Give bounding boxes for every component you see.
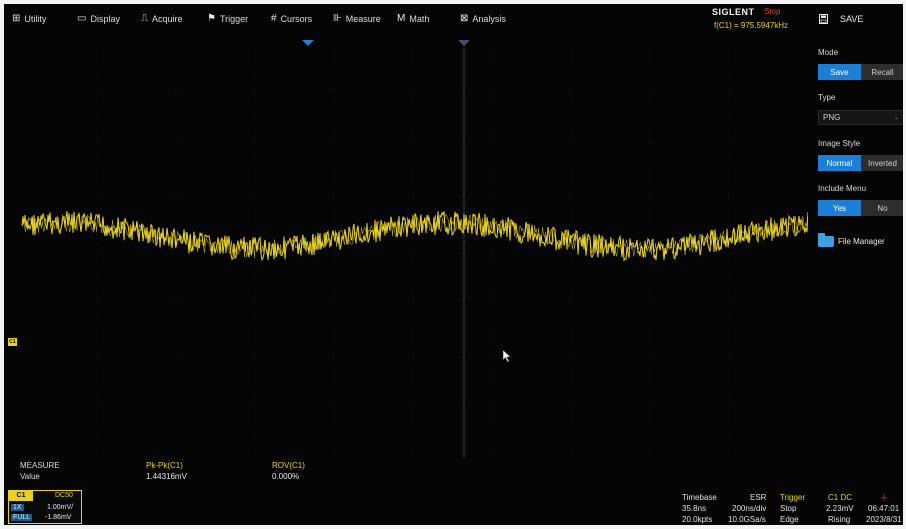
- trigger-position-marker[interactable]: [302, 40, 314, 46]
- trigger-title[interactable]: Trigger: [780, 493, 806, 502]
- measure-pkpk-value: 1.44316mV: [146, 472, 187, 481]
- graticule: [18, 38, 808, 458]
- trigger-type: Edge: [780, 515, 799, 524]
- trigger-slope: Rising: [828, 515, 851, 524]
- measure-panel[interactable]: MEASURE Value Pk-Pk(C1) 1.44316mV ROV(C1…: [20, 459, 420, 489]
- menu-math-label: Math: [409, 13, 430, 24]
- acquire-icon: ⎍: [141, 13, 148, 24]
- image-style-toggle: Normal Inverted: [818, 155, 903, 171]
- channel-1-marker[interactable]: C1: [8, 338, 17, 346]
- trigger-icon: ⚑: [207, 13, 216, 24]
- acquire-mode: ESR: [750, 493, 767, 502]
- measure-pkpk-name: Pk-Pk(C1): [146, 461, 183, 470]
- include-menu-label: Include Menu: [818, 184, 867, 193]
- mode-recall-button[interactable]: Recall: [861, 64, 903, 80]
- menu-cursors[interactable]: # Cursors: [271, 13, 312, 24]
- frequency-readout: f(C1) = 975.5947kHz: [714, 21, 789, 30]
- mode-save-button[interactable]: Save: [818, 64, 861, 80]
- sample-rate: 10.0GSa/s: [728, 515, 766, 524]
- type-select-value: PNG: [823, 113, 841, 122]
- cursors-icon: #: [271, 13, 277, 24]
- measure-row-label: Value: [20, 472, 40, 481]
- menu-utility-label: Utility: [24, 13, 47, 24]
- mouse-pointer-icon: [502, 349, 512, 363]
- menu-acquire[interactable]: ⎍ Acquire: [141, 13, 183, 24]
- usb-icon: ⏚: [880, 493, 888, 502]
- type-label: Type: [818, 93, 836, 102]
- brand-logo: SIGLENT: [712, 7, 755, 17]
- channel-1-trace-noise: [22, 213, 808, 259]
- channel-bandwidth: FULL: [11, 514, 33, 521]
- folder-icon: [818, 233, 834, 247]
- file-manager-label: File Manager: [838, 237, 885, 246]
- channel-probe: 1X: [11, 504, 24, 511]
- timebase-title[interactable]: Timebase: [682, 493, 717, 502]
- analysis-icon: ⊠: [460, 13, 469, 24]
- timebase-center-marker[interactable]: [458, 40, 470, 46]
- save-side-panel: Mode Save Recall Type PNG ⌄ Image Style …: [812, 38, 903, 458]
- menu-cursors-label: Cursors: [280, 13, 313, 24]
- channel-scale: 1.00mV/: [47, 504, 74, 511]
- clock-time: 06:47:01: [868, 504, 900, 513]
- menu-analysis-label: Analysis: [472, 13, 506, 24]
- run-state-badge[interactable]: Stop: [764, 7, 781, 16]
- channel-coupling: DC50: [55, 492, 73, 499]
- measure-rov-name: ROV(C1): [272, 461, 305, 470]
- type-select[interactable]: PNG ⌄: [818, 110, 903, 125]
- mode-label: Mode: [818, 48, 839, 57]
- save-panel-header: SAVE: [819, 14, 863, 24]
- chevron-down-icon: ⌄: [893, 115, 899, 121]
- channel-name: C1: [9, 491, 33, 501]
- memory-depth: 20.0kpts: [682, 515, 713, 524]
- math-icon: M: [397, 13, 406, 24]
- menu-measure-label: Measure: [345, 13, 381, 24]
- include-menu-yes-button[interactable]: Yes: [818, 200, 861, 216]
- channel-1-trace: [21, 211, 808, 262]
- timebase-scale: 200ns/div: [732, 504, 767, 513]
- save-icon: [819, 14, 828, 24]
- menu-measure[interactable]: ⊪ Measure: [333, 13, 381, 24]
- channel-1-settings[interactable]: C1 DC50 1X 1.00mV/ FULL -1.86mV: [8, 490, 82, 524]
- clock-date: 2023/8/31: [866, 515, 902, 524]
- menu-trigger-label: Trigger: [219, 13, 249, 24]
- menu-analysis[interactable]: ⊠ Analysis: [460, 13, 506, 24]
- measure-icon: ⊪: [333, 13, 342, 24]
- image-style-label: Image Style: [818, 139, 861, 148]
- include-menu-toggle: Yes No: [818, 200, 903, 216]
- menu-display[interactable]: ▭ Display: [77, 13, 120, 24]
- trigger-level: 2.23mV: [826, 504, 854, 513]
- mode-toggle: Save Recall: [818, 64, 903, 80]
- trigger-source: C1 DC: [828, 493, 853, 502]
- display-icon: ▭: [77, 13, 87, 24]
- menu-acquire-label: Acquire: [152, 13, 183, 24]
- menu-bar: ⊞ Utility ▭ Display ⎍ Acquire ⚑ Trigger …: [4, 4, 903, 34]
- waveform-display[interactable]: [18, 38, 808, 458]
- measure-title: MEASURE: [20, 461, 60, 470]
- menu-math[interactable]: M Math: [397, 13, 429, 24]
- save-panel-title: SAVE: [840, 14, 864, 24]
- measure-rov-value: 0.000%: [272, 472, 300, 481]
- image-style-inverted-button[interactable]: Inverted: [861, 155, 903, 171]
- status-footer: Timebase ESR 35.8ns 200ns/div 20.0kpts 1…: [680, 491, 902, 525]
- oscilloscope-screen: ⊞ Utility ▭ Display ⎍ Acquire ⚑ Trigger …: [4, 4, 903, 525]
- include-menu-no-button[interactable]: No: [861, 200, 903, 216]
- trigger-state: Stop: [780, 504, 797, 513]
- image-style-normal-button[interactable]: Normal: [818, 155, 861, 171]
- utility-icon: ⊞: [12, 13, 21, 24]
- channel-offset: -1.86mV: [45, 514, 72, 521]
- menu-display-label: Display: [90, 13, 120, 24]
- menu-trigger[interactable]: ⚑ Trigger: [207, 13, 248, 24]
- menu-utility[interactable]: ⊞ Utility: [12, 13, 46, 24]
- timebase-delay: 35.8ns: [682, 504, 707, 513]
- file-manager-button[interactable]: File Manager: [818, 233, 885, 247]
